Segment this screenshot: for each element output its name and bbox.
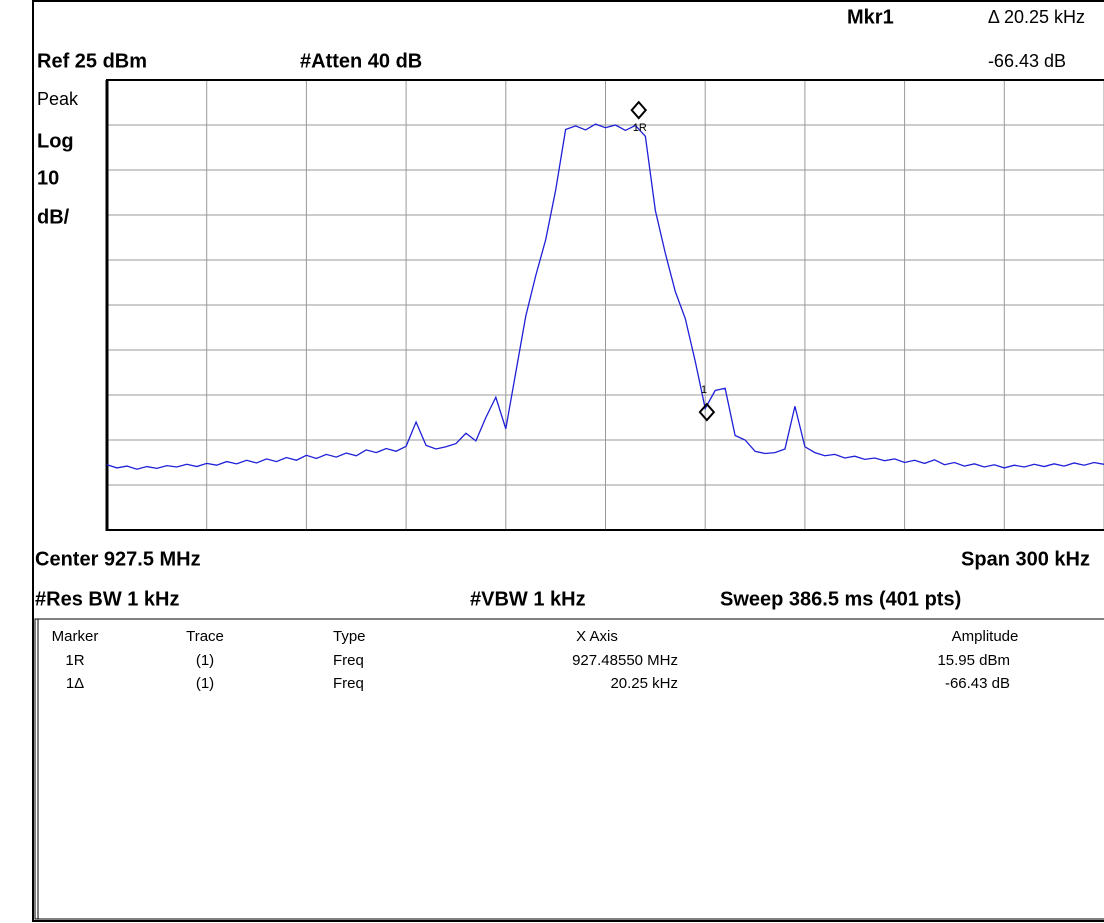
- table-cell: 1Δ: [66, 675, 84, 692]
- table-cell: Freq: [333, 675, 364, 692]
- marker-table: Marker Trace Type X Axis Amplitude 1R (1) Freq 9…: [52, 628, 1019, 692]
- vbw: #VBW 1 kHz: [470, 588, 586, 610]
- marker-label: 1R: [633, 122, 647, 134]
- table-header: X Axis: [576, 628, 618, 645]
- table-cell: -66.43 dB: [945, 675, 1010, 692]
- center-freq: Center 927.5 MHz: [35, 548, 201, 570]
- attenuation: #Atten 40 dB: [300, 50, 422, 72]
- trace: [106, 123, 1104, 470]
- frame: [32, 0, 1104, 922]
- scale-type: Log: [37, 130, 74, 152]
- marker-value: Δ 20.25 kHz: [988, 7, 1085, 27]
- marker-label: Mkr1: [847, 6, 894, 28]
- scale-unit: dB/: [37, 206, 70, 228]
- table-cell: 1R: [65, 652, 84, 669]
- scale-value: 10: [37, 167, 59, 189]
- sweep: Sweep 386.5 ms (401 pts): [720, 588, 961, 610]
- table-cell: (1): [196, 652, 214, 669]
- marker: [698, 402, 716, 422]
- span: Span 300 kHz: [961, 548, 1090, 570]
- table-header: Amplitude: [952, 628, 1019, 645]
- table-cell: Freq: [333, 652, 364, 669]
- table-header: Type: [333, 628, 366, 645]
- table-header: Trace: [186, 628, 224, 645]
- marker-delta: -66.43 dB: [988, 51, 1066, 71]
- table-cell: 20.25 kHz: [610, 675, 678, 692]
- detector: Peak: [37, 89, 79, 109]
- marker-label: 1: [701, 384, 707, 396]
- marker: [630, 100, 648, 120]
- table-box: [34, 618, 1104, 920]
- table-cell: 15.95 dBm: [937, 652, 1010, 669]
- table-cell: 927.48550 MHz: [572, 652, 678, 669]
- ref-level: Ref 25 dBm: [37, 50, 147, 72]
- rbw: #Res BW 1 kHz: [35, 588, 180, 610]
- table-header: Marker: [52, 628, 99, 645]
- table-cell: (1): [196, 675, 214, 692]
